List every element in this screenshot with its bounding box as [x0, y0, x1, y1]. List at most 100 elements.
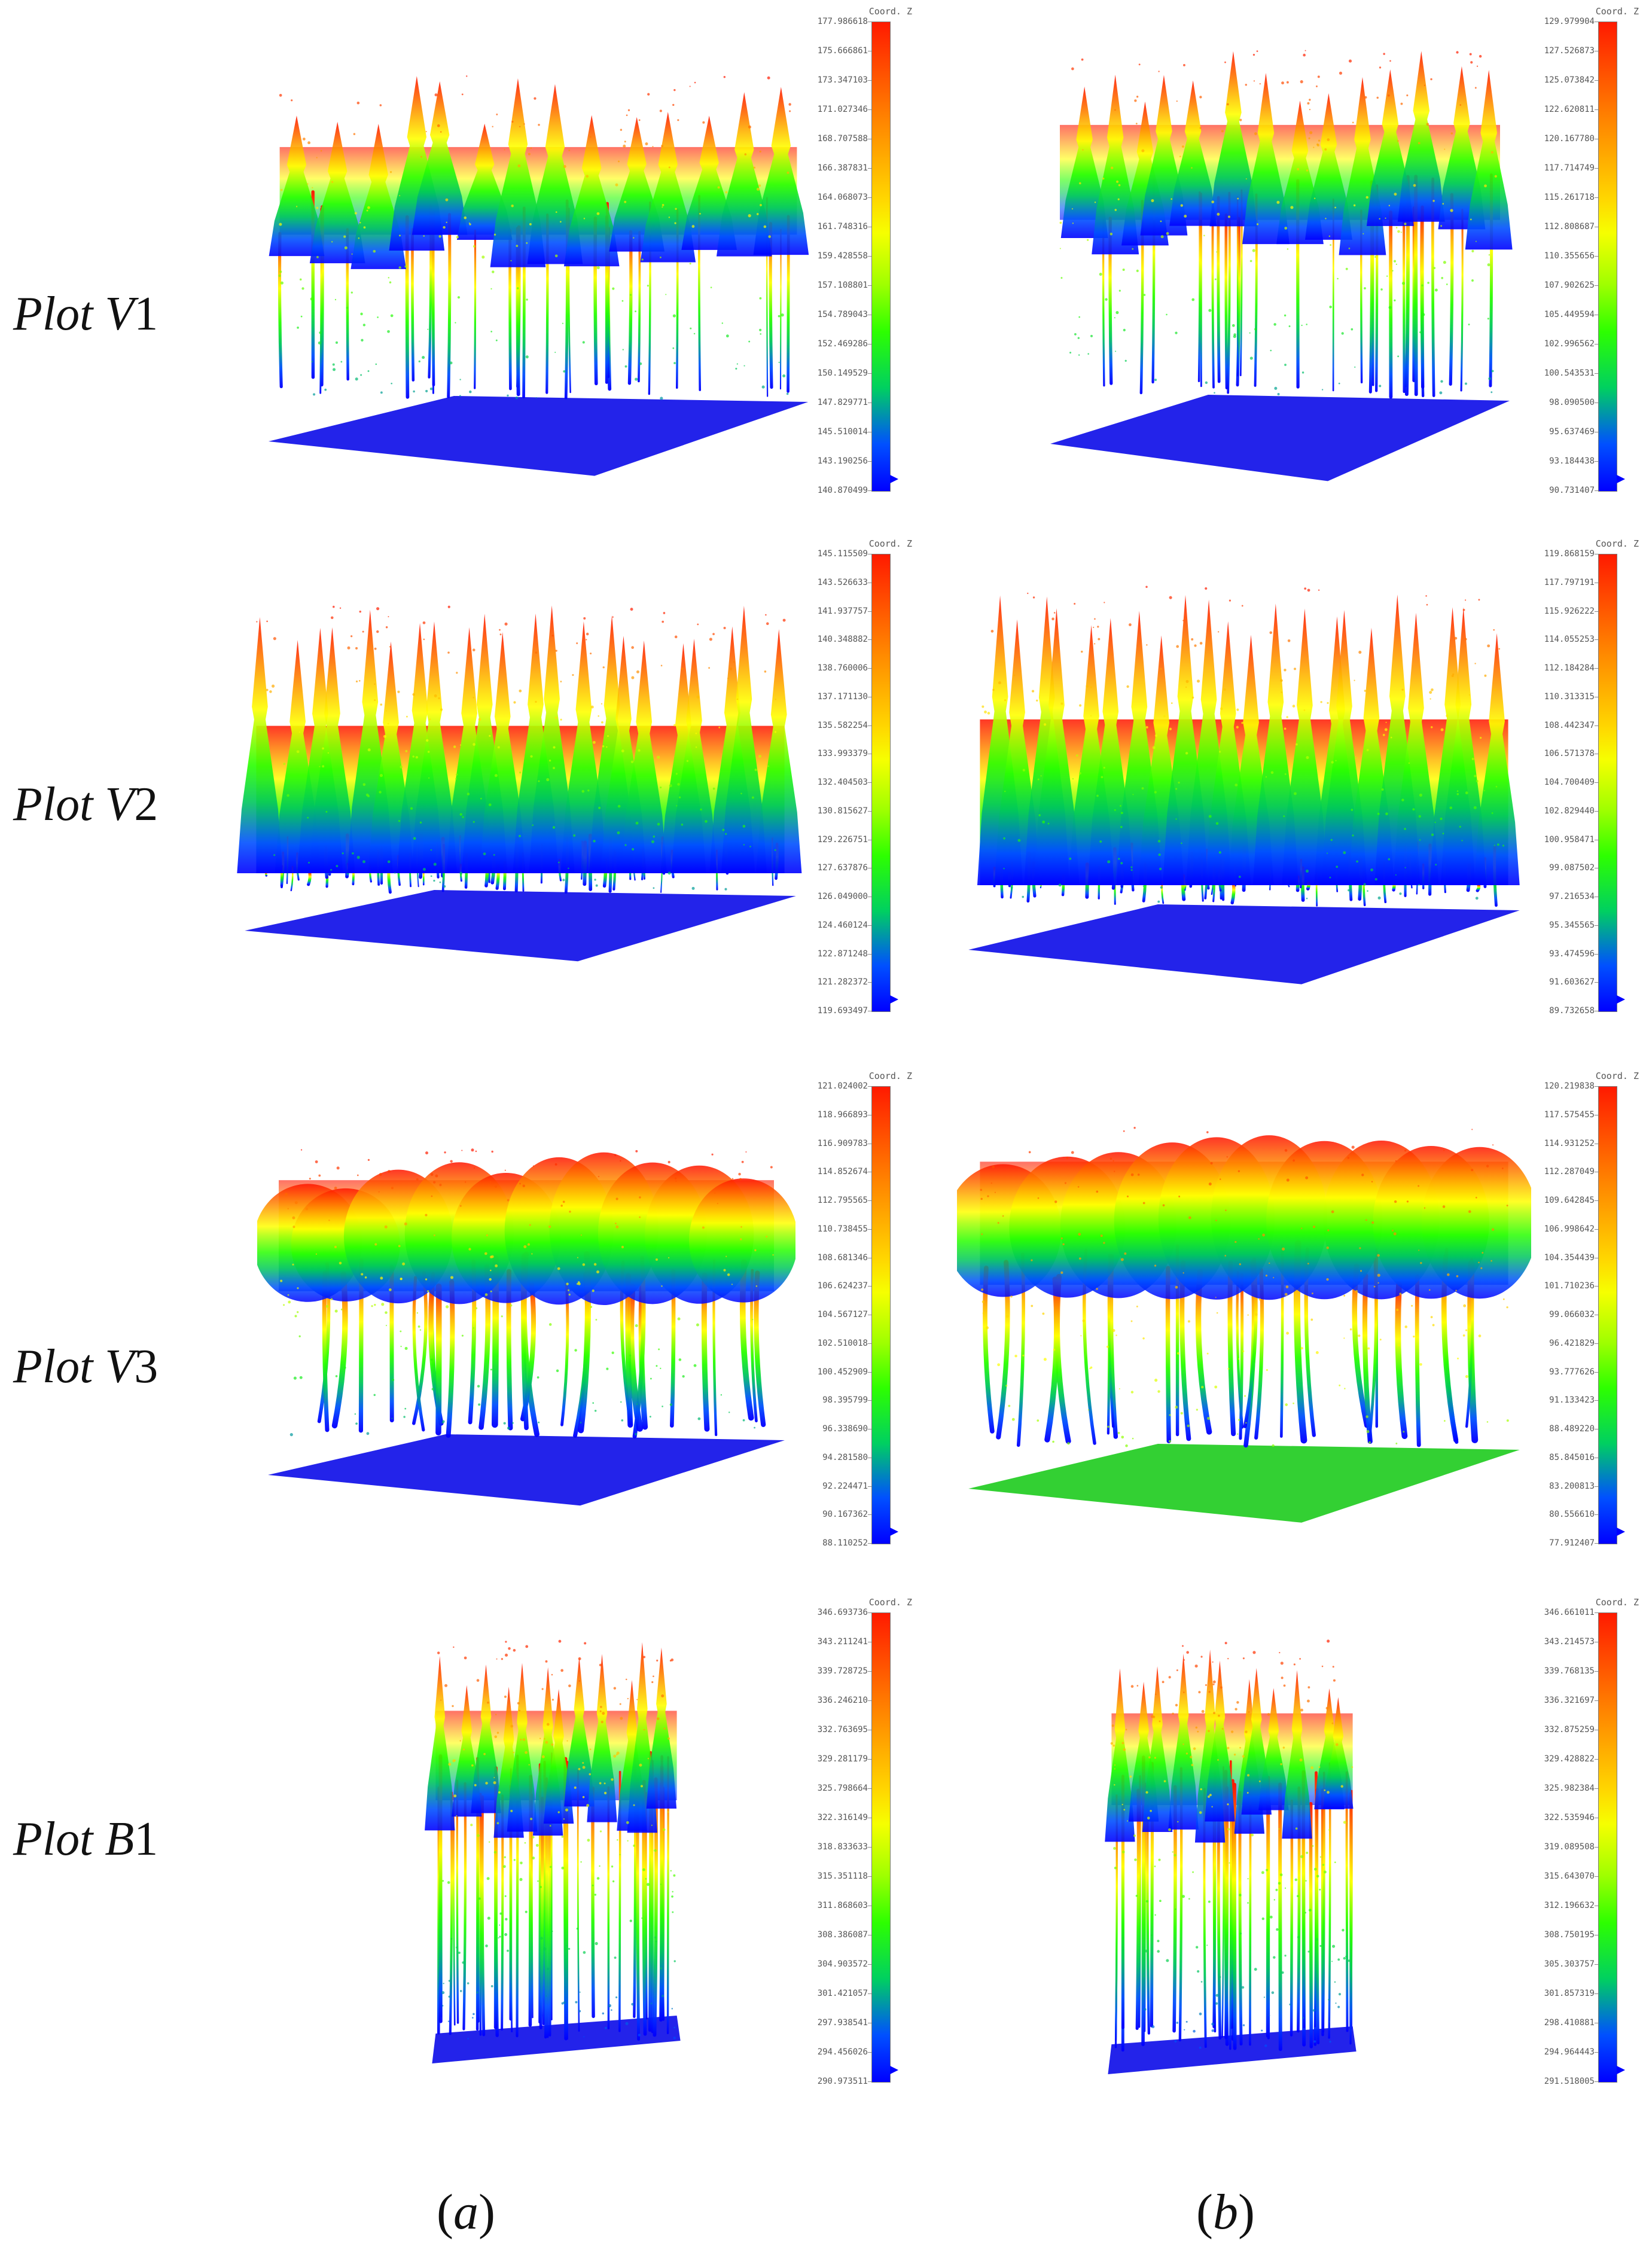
scale-tick-mark	[868, 1612, 871, 1613]
scale-tick-mark	[1595, 1371, 1598, 1373]
scale-tick-mark	[1595, 925, 1598, 926]
scale-tick-label: 121.282372	[817, 977, 868, 987]
scale-tick-mark	[868, 1847, 871, 1848]
scale-tick-label: 305.303757	[1544, 1959, 1595, 1969]
scale-tick-label: 291.518005	[1544, 2077, 1595, 2086]
scale-tick-mark	[1595, 810, 1598, 812]
scale-tick-label: 96.338690	[822, 1424, 868, 1434]
column-label-a: (a)	[437, 2184, 495, 2240]
scale-tick-label: 95.637469	[1549, 427, 1595, 437]
point-cloud-svg	[237, 605, 802, 962]
scale-tick-mark	[868, 1964, 871, 1965]
scale-tick-label: 91.603627	[1549, 977, 1595, 987]
scale-tick-label: 297.938541	[817, 2018, 868, 2028]
scale-tick-mark	[868, 782, 871, 783]
scale-tick-label: 177.986618	[817, 17, 868, 26]
scale-tick-label: 140.870499	[817, 486, 868, 495]
scale-tick-mark	[868, 80, 871, 81]
scale-caption: Coord. Z	[868, 538, 912, 549]
scale-caption: Coord. Z	[868, 1597, 912, 1608]
scale-tick-label: 315.351118	[817, 1871, 868, 1881]
scale-tick-label: 88.110252	[822, 1538, 868, 1548]
scale-tick-mark	[868, 810, 871, 812]
color-gradient-bar	[871, 554, 891, 1012]
scale-arrow-icon	[1617, 475, 1625, 483]
color-gradient-bar	[871, 1086, 891, 1544]
scale-tick-label: 143.190256	[817, 456, 868, 466]
plot-label-v1: Plot V1	[13, 288, 158, 340]
scale-tick-label: 308.750195	[1544, 1930, 1595, 1940]
scale-arrow-icon	[890, 2066, 898, 2074]
scale-tick-label: 301.857319	[1544, 1989, 1595, 1998]
scale-tick-label: 110.313315	[1544, 691, 1595, 702]
scale-tick-label: 107.902625	[1544, 281, 1595, 290]
scale-tick-mark	[1595, 1400, 1598, 1401]
scale-tick-label: 294.456026	[817, 2047, 868, 2057]
scale-tick-mark	[868, 1514, 871, 1516]
scale-tick-label: 122.871248	[817, 949, 868, 959]
point-cloud-svg	[268, 75, 809, 476]
scale-tick-label: 290.973511	[817, 2077, 868, 2086]
scale-tick-label: 93.184438	[1549, 456, 1595, 466]
scale-tick-label: 117.714749	[1544, 163, 1595, 173]
scale-tick-label: 117.575455	[1544, 1109, 1595, 1120]
scale-tick-label: 119.693497	[817, 1006, 868, 1016]
point-cloud-v1-b	[1041, 24, 1519, 490]
scale-tick-label: 325.798664	[817, 1784, 868, 1793]
scale-tick-mark	[1595, 256, 1598, 257]
scale-tick-label: 112.808687	[1544, 222, 1595, 231]
scale-tick-mark	[868, 2081, 871, 2082]
scale-tick-mark	[868, 1543, 871, 1544]
scale-tick-mark	[1595, 611, 1598, 612]
scale-tick-label: 88.489220	[1549, 1424, 1595, 1434]
scale-tick-label: 83.200813	[1549, 1481, 1595, 1491]
scale-tick-label: 312.196632	[1544, 1901, 1595, 1910]
scale-tick-mark	[868, 982, 871, 983]
scale-tick-label: 93.777626	[1549, 1367, 1595, 1377]
color-gradient-bar	[1598, 1086, 1617, 1544]
scale-tick-label: 116.909783	[817, 1138, 868, 1148]
scale-tick-label: 114.852674	[817, 1167, 868, 1177]
scale-tick-label: 343.211241	[817, 1637, 868, 1647]
scale-tick-label: 91.133423	[1549, 1395, 1595, 1406]
scale-tick-label: 124.460124	[817, 920, 868, 930]
scale-tick-label: 118.966893	[817, 1109, 868, 1120]
scale-tick-label: 132.404503	[817, 778, 868, 787]
scale-tick-label: 102.996562	[1544, 339, 1595, 349]
scale-tick-label: 173.347103	[817, 75, 868, 85]
scale-tick-label: 150.149529	[817, 368, 868, 378]
scale-tick-label: 93.474596	[1549, 949, 1595, 959]
scale-tick-label: 141.937757	[817, 606, 868, 616]
scale-tick-label: 322.316149	[817, 1813, 868, 1822]
scale-tick-label: 85.845016	[1549, 1452, 1595, 1462]
scale-tick-label: 318.833633	[817, 1842, 868, 1852]
scale-tick-label: 101.710236	[1544, 1281, 1595, 1291]
scale-tick-mark	[1595, 1759, 1598, 1760]
scale-arrow-icon	[890, 1528, 898, 1536]
scale-tick-mark	[1595, 1200, 1598, 1201]
color-scale-v2-b: Coord. Z 119.868159 117.797191 115.926222 11…	[1537, 538, 1639, 1017]
scale-tick-mark	[868, 925, 871, 926]
scale-tick-mark	[868, 725, 871, 726]
scale-tick-label: 120.167780	[1544, 134, 1595, 144]
scale-tick-label: 129.979904	[1544, 17, 1595, 26]
scale-tick-label: 92.224471	[822, 1481, 868, 1491]
scale-tick-label: 147.829771	[817, 398, 868, 407]
scale-tick-mark	[1595, 1612, 1598, 1613]
point-cloud-b1-b	[1065, 1609, 1400, 2099]
scale-tick-mark	[1595, 373, 1598, 374]
point-cloud-v3-a	[257, 1130, 795, 1513]
color-gradient-bar	[871, 22, 891, 492]
scale-tick-label: 96.421829	[1549, 1338, 1595, 1348]
scale-tick-mark	[1595, 2081, 1598, 2082]
color-scale-v3-a: Coord. Z 121.024002 118.966893 116.909783 11…	[810, 1071, 912, 1549]
scale-tick-mark	[868, 256, 871, 257]
scale-tick-mark	[868, 344, 871, 345]
scale-tick-mark	[1595, 725, 1598, 726]
point-cloud-svg	[257, 1148, 795, 1506]
scale-tick-mark	[868, 1993, 871, 1994]
scale-tick-label: 90.167362	[822, 1510, 868, 1520]
color-scale-v1-b: Coord. Z 129.979904 127.526873 125.073842 12…	[1537, 6, 1639, 496]
scale-tick-mark	[1595, 1286, 1598, 1287]
scale-tick-label: 294.964443	[1544, 2047, 1595, 2057]
